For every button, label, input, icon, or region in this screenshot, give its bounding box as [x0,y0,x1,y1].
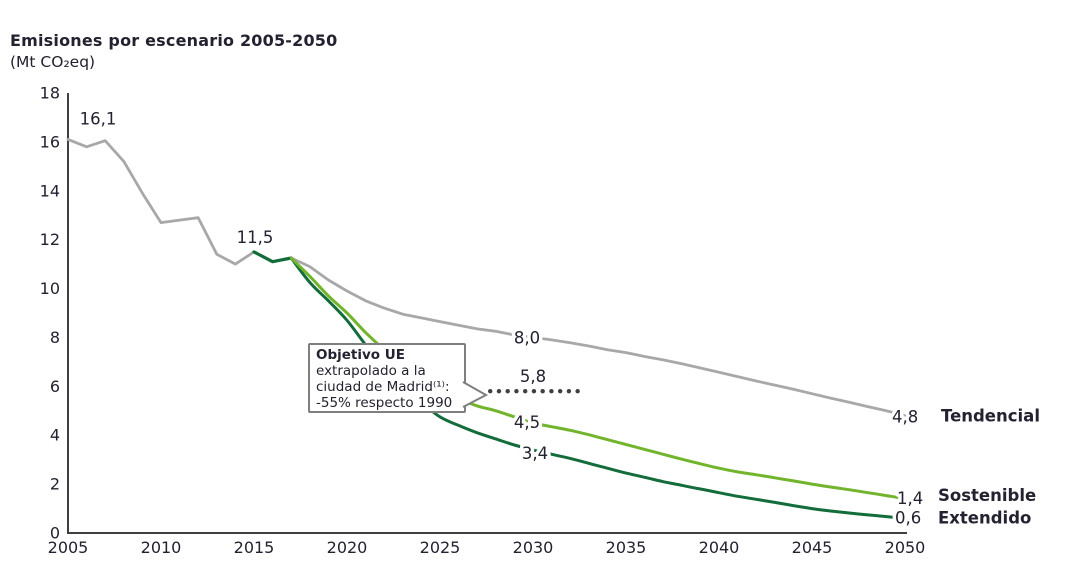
x-tick-label: 2050 [885,538,926,557]
y-tick-label: 4 [50,426,60,445]
target-dotted-marker-dot [549,389,554,394]
x-tick-label: 2005 [48,538,89,557]
y-tick-label: 14 [40,181,60,200]
target-dotted-marker-dot [540,389,545,394]
y-tick-label: 0 [50,524,60,543]
target-dotted-marker-dot [514,389,519,394]
y-tick-label: 12 [40,230,60,249]
x-tick-label: 2020 [327,538,368,557]
data-point-label: 5,8 [520,367,546,386]
x-tick-label: 2040 [699,538,740,557]
callout-line-2: extrapolado a la [316,363,426,379]
callout-line-4: -55% respecto 1990 [316,395,453,411]
eu-target-callout: Objetivo UE extrapolado a la ciudad de M… [308,343,488,413]
target-dotted-marker-dot [557,389,563,394]
series-name-label-tendencial: Tendencial [941,407,1040,426]
series-line-historical-highlight [252,250,293,264]
data-point-label: 1,4 [897,489,923,508]
x-tick-label: 2035 [606,538,647,557]
target-dotted-marker-dot [505,389,510,394]
target-dotted-marker-dot [575,389,580,394]
x-tick-label: 2015 [234,538,275,557]
x-tick-label: 2010 [141,538,182,557]
target-dotted-marker-dot [531,389,537,394]
target-dotted-marker-dot [522,389,528,394]
data-point-label: 4,8 [892,408,918,427]
callout-line-3: ciudad de Madrid⁽¹⁾: [316,379,450,395]
data-point-label: 3,4 [522,444,548,463]
callout-pointer [462,381,488,408]
y-tick-label: 6 [50,377,60,396]
data-point-label: 11,5 [237,228,274,247]
y-tick-label: 8 [50,328,60,347]
y-tick-label: 16 [40,132,60,151]
y-tick-label: 10 [40,279,60,298]
chart-title: Emisiones por escenario 2005-2050 [10,31,338,50]
data-point-label: 4,5 [514,413,540,432]
target-dotted-marker-dot [496,389,502,394]
x-tick-label: 2030 [513,538,554,557]
series-name-label-extendido: Extendido [938,508,1031,527]
series-name-label-sostenible: Sostenible [938,486,1036,505]
callout-line-1: Objetivo UE [316,347,405,363]
data-point-label: 16,1 [80,109,117,128]
series-line-tendencial [66,138,907,418]
y-tick-label: 18 [40,84,60,103]
data-point-label: 0,6 [895,508,921,527]
chart-units-subtitle: (Mt CO₂eq) [10,53,96,71]
y-tick-label: 2 [50,475,60,494]
x-tick-label: 2025 [420,538,461,557]
target-dotted-marker-dot [566,389,572,394]
target-dotted-marker-dot [488,389,493,394]
x-tick-label: 2045 [792,538,833,557]
data-point-label: 8,0 [514,328,540,347]
